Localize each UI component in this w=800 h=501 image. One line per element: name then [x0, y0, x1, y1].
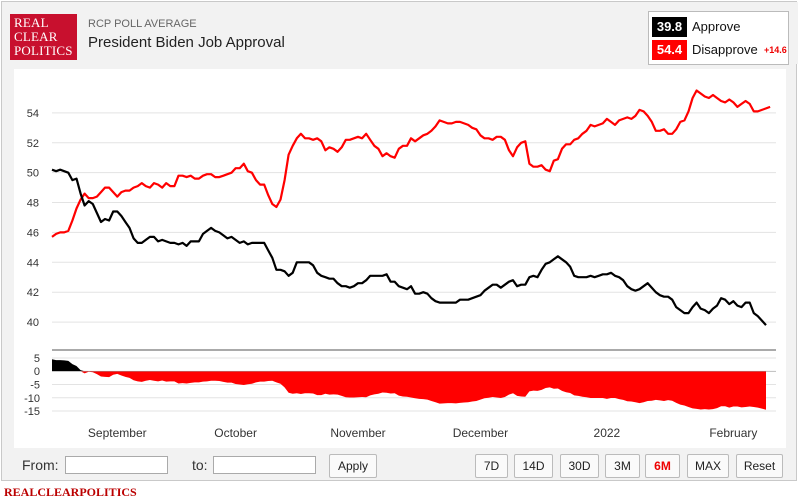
x-tick-label: February — [709, 426, 757, 440]
range-7d-button[interactable]: 7D — [475, 454, 508, 478]
x-tick-label: December — [453, 426, 508, 440]
x-tick-label: November — [330, 426, 385, 440]
legend-box: 39.8 Approve 54.4 Disapprove +14.6 — [648, 11, 789, 65]
range-6m-button[interactable]: 6M — [645, 454, 680, 478]
widget-header: REAL CLEAR POLITICS RCP POLL AVERAGE Pre… — [2, 2, 798, 65]
to-label: to: — [192, 457, 208, 473]
y-tick-label: 44 — [27, 257, 39, 269]
spread-tick-label: -15 — [24, 406, 40, 418]
range-3m-button[interactable]: 3M — [605, 454, 640, 478]
reset-button[interactable]: Reset — [736, 454, 783, 478]
x-tick-label: 2022 — [594, 426, 621, 440]
approve-label: Approve — [692, 19, 741, 34]
chart-area[interactable]: 40 42 44 46 48 50 52 54 5 0 -5 -10 -15 September Octob… — [14, 69, 786, 448]
spread-tick-label: -5 — [30, 380, 40, 392]
logo-line-1: REAL — [14, 15, 49, 30]
poll-subtitle: RCP POLL AVERAGE — [88, 18, 197, 30]
spread-tick-label: 0 — [34, 366, 40, 378]
y-tick-label: 48 — [27, 198, 39, 210]
y-tick-label: 50 — [27, 168, 39, 180]
legend-disapprove: 54.4 Disapprove +14.6 — [652, 40, 787, 61]
range-30d-button[interactable]: 30D — [560, 454, 599, 478]
logo-line-2: CLEAR — [14, 29, 58, 44]
x-tick-label: September — [88, 426, 147, 440]
disapprove-label: Disapprove — [692, 42, 758, 57]
disapprove-value-badge: 54.4 — [652, 40, 687, 60]
approve-line — [51, 168, 767, 326]
range-max-button[interactable]: MAX — [687, 454, 729, 478]
apply-button[interactable]: Apply — [329, 454, 377, 478]
disapprove-line — [51, 89, 771, 238]
spread-tick-label: 5 — [34, 353, 40, 365]
y-tick-label: 52 — [27, 138, 39, 150]
from-date-input[interactable] — [65, 456, 168, 474]
range-14d-button[interactable]: 14D — [514, 454, 553, 478]
spread-value: +14.6 — [764, 45, 787, 55]
y-tick-label: 40 — [27, 317, 39, 329]
poll-widget: REAL CLEAR POLITICS RCP POLL AVERAGE Pre… — [1, 1, 798, 482]
date-range-controls: From: to: Apply 7D 14D 30D 3M 6M MAX Res… — [2, 449, 798, 482]
line-chart-svg: 40 42 44 46 48 50 52 54 50 -5-10-15 September Octob… — [24, 89, 776, 440]
y-tick-label: 42 — [27, 287, 39, 299]
approve-value-badge: 39.8 — [652, 17, 687, 37]
x-tick-label: October — [214, 426, 257, 440]
spread-tick-label: -10 — [24, 393, 40, 405]
spread-area-positive — [52, 359, 85, 372]
legend-approve: 39.8 Approve — [652, 17, 787, 38]
y-tick-label: 54 — [27, 108, 39, 120]
rcp-logo[interactable]: REAL CLEAR POLITICS — [10, 14, 77, 60]
poll-title: President Biden Job Approval — [88, 34, 285, 51]
footer-brand[interactable]: REALCLEARPOLITICS — [4, 485, 137, 499]
spread-area-negative — [80, 371, 766, 410]
to-date-input[interactable] — [213, 456, 316, 474]
from-label: From: — [22, 457, 59, 473]
logo-line-3: POLITICS — [14, 43, 73, 58]
y-tick-label: 46 — [27, 227, 39, 239]
